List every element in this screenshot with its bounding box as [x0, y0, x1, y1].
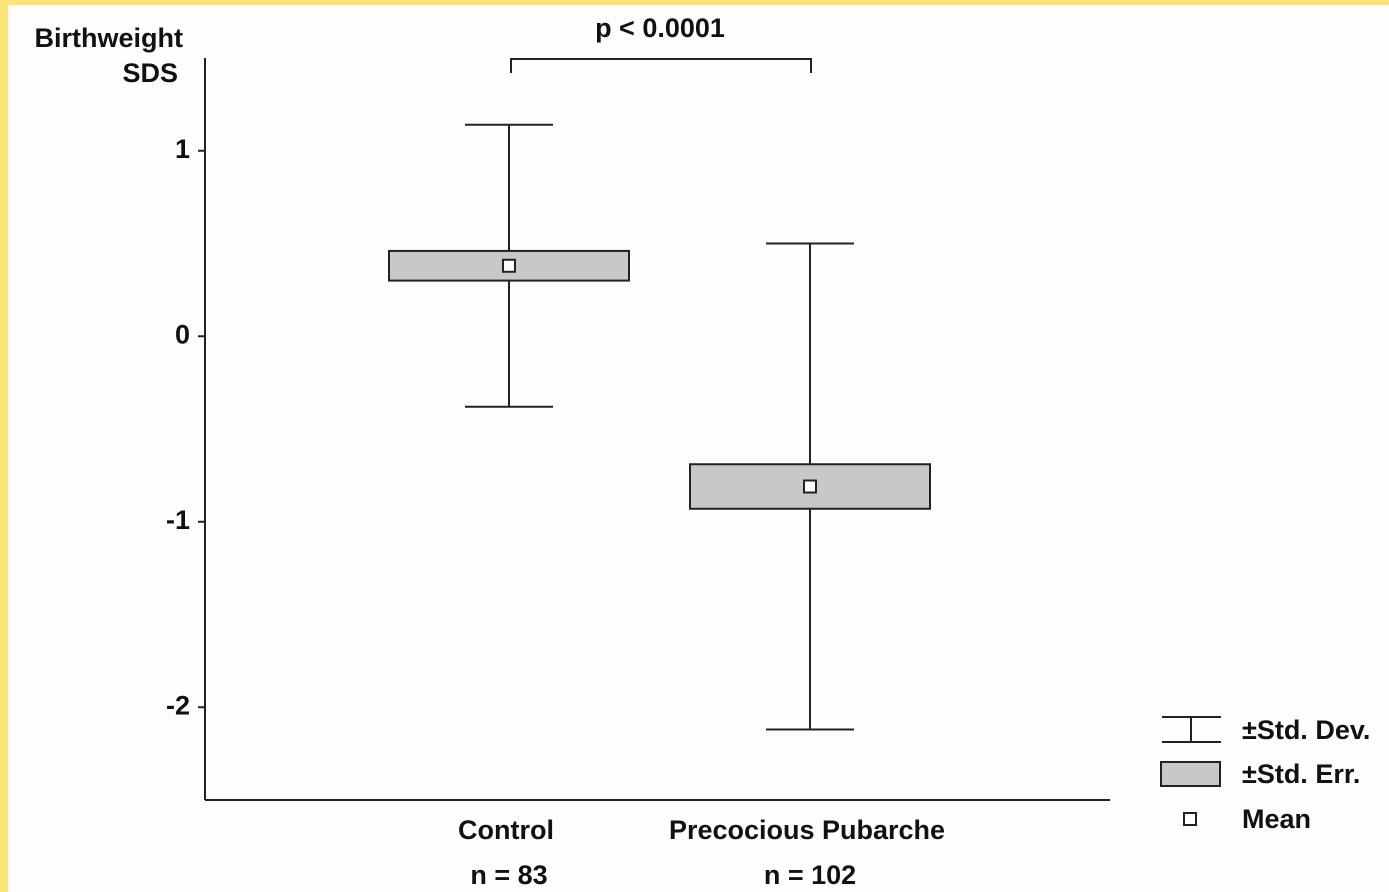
- mean-marker: [502, 258, 516, 273]
- x-tick-label: Precocious Pubarche: [669, 815, 945, 845]
- y-tick-label: -2: [166, 690, 190, 720]
- plot-background: [8, 5, 1389, 892]
- y-tick-label: 0: [175, 319, 190, 349]
- y-axis-label: SDS: [122, 58, 178, 88]
- x-tick-label: Control: [458, 815, 554, 845]
- legend-label: ±Std. Err.: [1242, 759, 1360, 789]
- n-label: n = 102: [764, 860, 856, 890]
- significance-label: p < 0.0001: [595, 13, 725, 43]
- y-tick-label: -1: [166, 505, 190, 535]
- y-axis-label: Birthweight: [35, 23, 184, 53]
- y-tick-label: 1: [175, 134, 190, 164]
- mean-marker: [803, 479, 817, 494]
- legend-icon: [1183, 812, 1197, 826]
- significance-bracket: [510, 58, 812, 73]
- legend-label: Mean: [1242, 804, 1311, 834]
- n-label: n = 83: [470, 860, 547, 890]
- legend-icon: [1160, 761, 1221, 787]
- legend-label: ±Std. Dev.: [1242, 715, 1370, 745]
